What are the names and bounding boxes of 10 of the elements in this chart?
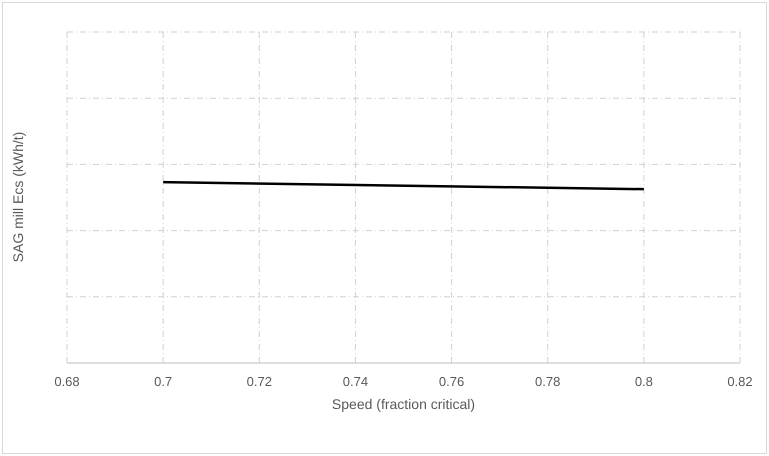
x-axis-title: Speed (fraction critical) [332, 396, 476, 412]
x-tick-label: 0.68 [54, 374, 80, 390]
x-tick-label: 0.7 [154, 374, 172, 390]
x-tick-label: 0.8 [634, 374, 653, 390]
x-tick-label: 0.76 [438, 374, 464, 390]
x-tick-label: 0.78 [535, 374, 560, 390]
x-tick-label: 0.82 [727, 374, 753, 390]
y-axis-title: SAG mill Ecs (kWh/t) [10, 132, 26, 262]
x-tick-label: 0.74 [342, 374, 368, 390]
x-tick-label: 0.72 [246, 374, 272, 390]
